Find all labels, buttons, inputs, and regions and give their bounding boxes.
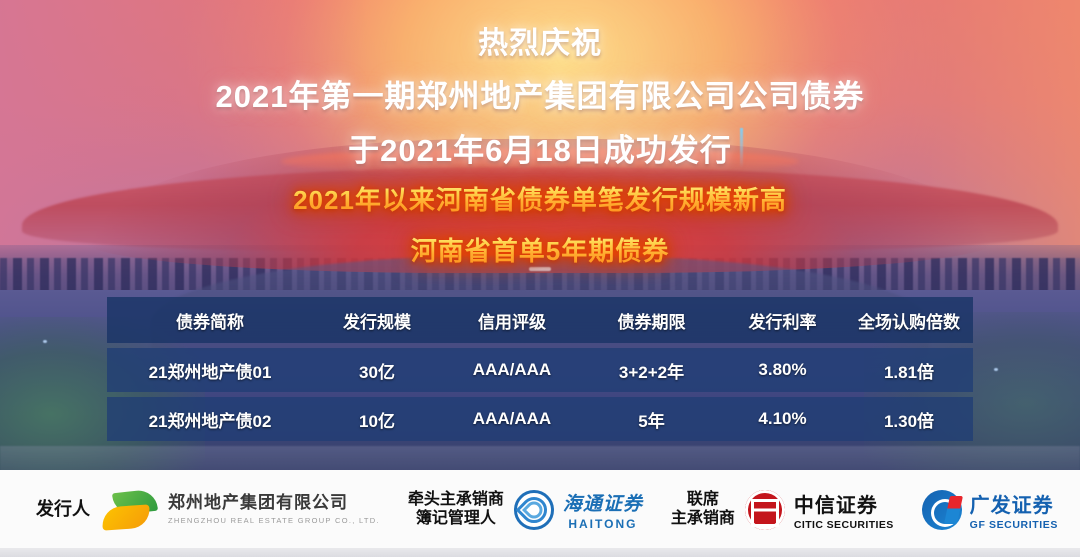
bond-title-line-1: 2021年第一期郑州地产集团有限公司公司债券 — [215, 79, 865, 114]
column-header-bond-term: 债券期限 — [617, 312, 686, 332]
light-speck — [529, 267, 552, 272]
zhengzhou-logo-text: 郑州地产集团有限公司 ZHENGZHOU REAL ESTATE GROUP C… — [168, 493, 380, 525]
column-header-coupon-rate: 发行利率 — [748, 312, 817, 332]
haitong-name-cn: 海通证券 — [562, 493, 643, 515]
issuer-name-cn: 郑州地产集团有限公司 — [168, 493, 348, 513]
haitong-logo-text: 海通证券 HAITONG — [563, 489, 643, 531]
citic-securities-logo: 中信证券 CITIC SECURITIES — [744, 489, 894, 531]
lead-label-line-2: 簿记管理人 — [415, 509, 496, 527]
cell-bond-name: 21郑州地产债01 — [148, 362, 272, 382]
citic-name-en: CITIC SECURITIES — [793, 518, 894, 531]
table-row: 21郑州地产债01 30亿 AAA/AAA 3+2+2年 3.80% 1.81倍 — [107, 348, 973, 392]
citic-name-cn: 中信证券 — [793, 494, 878, 517]
gf-securities-logo: 广发证券 GF SECURITIES — [921, 489, 1058, 531]
joint-label-line-1: 联席 — [686, 490, 719, 508]
table-row: 21郑州地产债02 10亿 AAA/AAA 5年 4.10% 1.30倍 — [107, 397, 973, 441]
cell-bond-term: 3+2+2年 — [618, 362, 685, 382]
highlight-line-1: 2021年以来河南省债券单笔发行规模新高 — [0, 180, 1080, 217]
column-header-credit-rating: 信用评级 — [478, 312, 546, 332]
issuer-label: 发行人 — [36, 498, 90, 519]
crescent-shape — [101, 503, 151, 531]
cell-issue-size: 10亿 — [359, 411, 395, 431]
citic-seal-icon — [744, 489, 785, 530]
column-header-subscription: 全场认购倍数 — [858, 312, 960, 332]
lead-underwriter-group: 牵头主承销商 簿记管理人 海通证券 HAITONG — [408, 489, 643, 531]
joint-underwriter-label: 联席 主承销商 — [671, 491, 735, 529]
haitong-knot-icon — [513, 489, 554, 530]
cell-coupon-rate: 3.80% — [758, 360, 807, 379]
leaf-icon — [100, 488, 160, 531]
gf-name-en: GF SECURITIES — [969, 518, 1058, 531]
lead-underwriter-label: 牵头主承销商 簿记管理人 — [408, 491, 504, 529]
gf-g-icon — [921, 489, 962, 530]
joint-underwriter-group: 联席 主承销商 中信证券 CITIC SECURITIES — [671, 489, 894, 531]
gf-name-cn: 广发证券 — [969, 494, 1054, 517]
cell-credit-rating: AAA/AAA — [472, 409, 552, 428]
cell-bond-name: 21郑州地产债02 — [148, 411, 272, 431]
citic-logo-text: 中信证券 CITIC SECURITIES — [794, 489, 894, 531]
cell-subscription: 1.81倍 — [883, 362, 935, 382]
cell-coupon-rate: 4.10% — [758, 409, 807, 428]
celebration-title: 热烈庆祝 — [478, 27, 602, 60]
issuer-group: 发行人 郑州地产集团有限公司 ZHENGZHOU REAL ESTATE GRO… — [36, 488, 380, 531]
bond-title-line-2: 于2021年6月18日成功发行 — [348, 133, 732, 168]
cell-bond-term: 5年 — [638, 411, 665, 431]
haitong-name-en: HAITONG — [568, 516, 638, 531]
light-speck — [43, 339, 48, 343]
light-speck — [993, 367, 998, 371]
column-header-issue-size: 发行规模 — [343, 312, 411, 332]
cell-credit-rating: AAA/AAA — [472, 360, 552, 379]
cell-issue-size: 30亿 — [359, 362, 395, 382]
cell-subscription: 1.30倍 — [883, 411, 935, 431]
column-header-bond-name: 债券简称 — [176, 312, 244, 332]
issuer-name-en: ZHENGZHOU REAL ESTATE GROUP CO., LTD. — [168, 515, 380, 525]
gf-logo-text: 广发证券 GF SECURITIES — [970, 489, 1058, 531]
table-header-row: 债券简称 发行规模 信用评级 债券期限 发行利率 全场认购倍数 — [107, 297, 973, 343]
lead-label-line-1: 牵头主承销商 — [407, 490, 504, 508]
joint-label-line-2: 主承销商 — [670, 509, 735, 527]
roof-highlight — [280, 147, 800, 176]
blue-light-beam — [739, 128, 743, 169]
highlight-line-2: 河南省首单5年期债券 — [0, 231, 1080, 268]
zhengzhou-real-estate-logo: 郑州地产集团有限公司 ZHENGZHOU REAL ESTATE GROUP C… — [100, 488, 380, 531]
haitong-securities-logo: 海通证券 HAITONG — [513, 489, 643, 531]
bond-summary-table: 债券简称 发行规模 信用评级 债券期限 发行利率 全场认购倍数 21郑州地产债0… — [107, 297, 973, 441]
footer-logo-bar: 发行人 郑州地产集团有限公司 ZHENGZHOU REAL ESTATE GRO… — [0, 470, 1080, 557]
